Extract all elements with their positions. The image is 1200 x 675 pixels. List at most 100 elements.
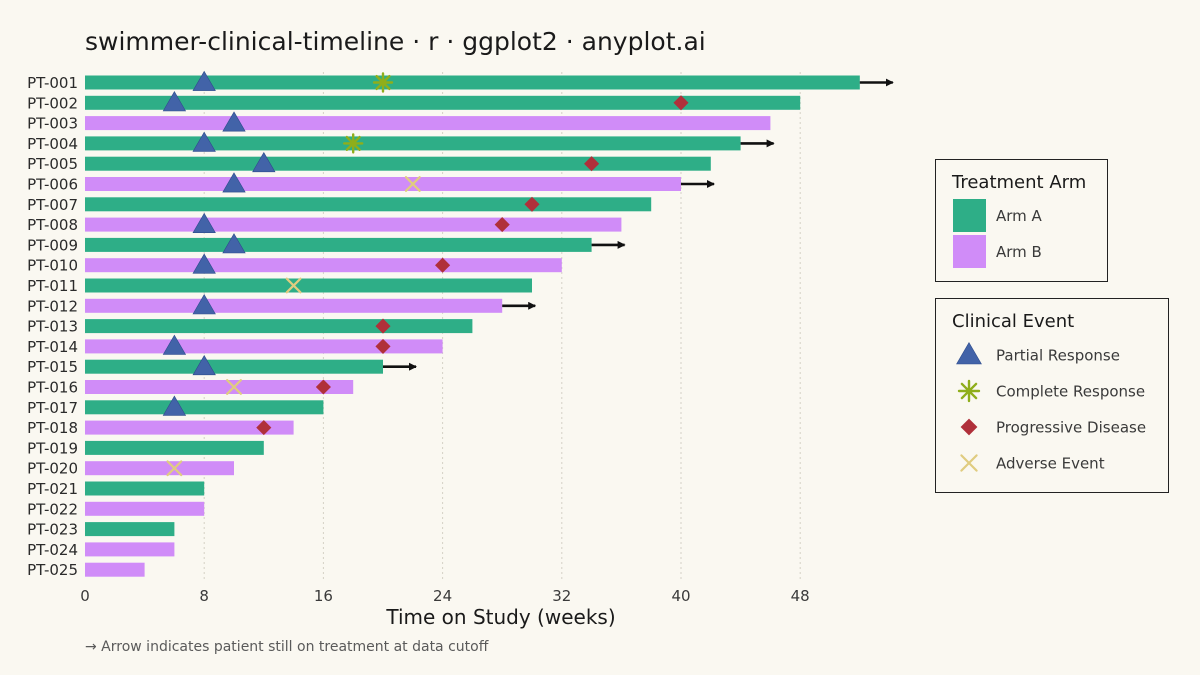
event-marker-triangle xyxy=(192,70,216,91)
bar-pt-005 xyxy=(85,156,711,171)
x-tick-label: 0 xyxy=(80,587,90,605)
legend-treatment-arm: Treatment Arm Arm A Arm B xyxy=(935,159,1108,282)
y-tick-label: PT-022 xyxy=(27,500,78,518)
y-tick-label: PT-004 xyxy=(27,135,78,153)
x-tick-label: 48 xyxy=(791,587,810,605)
y-tick-label: PT-014 xyxy=(27,338,78,356)
event-marker-triangle xyxy=(192,212,216,233)
event-marker-triangle xyxy=(162,91,187,112)
x-tick-label: 16 xyxy=(314,587,333,605)
y-tick-label: PT-005 xyxy=(27,155,78,173)
legend-arm-swatch xyxy=(953,199,986,232)
bar-pt-012 xyxy=(85,298,503,313)
y-tick-label: PT-013 xyxy=(27,318,78,336)
y-tick-label: PT-007 xyxy=(27,196,78,214)
y-tick-label: PT-025 xyxy=(27,561,78,579)
bar-pt-024 xyxy=(85,542,175,557)
event-marker-diamond xyxy=(256,420,272,436)
x-axis-title: Time on Study (weeks) xyxy=(385,605,615,629)
event-marker-diamond xyxy=(673,95,689,111)
event-marker-triangle xyxy=(192,253,216,274)
event-marker-diamond xyxy=(494,217,510,233)
event-marker-asterisk xyxy=(372,72,394,93)
legend-arm-label: Arm A xyxy=(996,207,1043,225)
y-tick-label: PT-010 xyxy=(27,257,78,275)
bar-pt-004 xyxy=(85,136,741,151)
event-marker-diamond xyxy=(584,156,600,172)
chart-caption: → Arrow indicates patient still on treat… xyxy=(85,639,489,655)
legend-event-title: Clinical Event xyxy=(952,311,1074,332)
event-marker-diamond xyxy=(435,257,451,273)
event-marker-triangle xyxy=(162,395,187,416)
bar-pt-016 xyxy=(85,380,354,394)
y-tick-label: PT-020 xyxy=(27,460,78,478)
event-marker-cross xyxy=(226,379,242,395)
y-tick-label: PT-006 xyxy=(27,176,78,194)
event-marker-diamond xyxy=(315,379,331,395)
legend-arm-label: Arm B xyxy=(996,243,1042,261)
bar-pt-007 xyxy=(85,197,652,212)
y-axis-labels: PT-001 PT-002 PT-003 PT-004 PT-005 PT-006 PT-0… xyxy=(27,74,78,579)
y-tick-label: PT-019 xyxy=(27,439,78,457)
bar-pt-009 xyxy=(85,237,592,252)
bar-pt-011 xyxy=(85,278,532,293)
x-tick-label: 8 xyxy=(199,587,209,605)
bar-pt-010 xyxy=(85,258,562,273)
legend-clinical-event: Clinical Event Partial Response Complete … xyxy=(935,298,1169,493)
event-marker-triangle xyxy=(192,131,216,152)
bar-pt-025 xyxy=(85,562,145,577)
bar-pt-008 xyxy=(85,217,622,232)
y-tick-label: PT-011 xyxy=(27,277,78,295)
legend-arm-swatch xyxy=(953,235,986,268)
x-tick-label: 24 xyxy=(433,587,452,605)
legend-event-label: Progressive Disease xyxy=(996,419,1146,437)
event-marker-asterisk xyxy=(343,133,364,154)
y-tick-label: PT-012 xyxy=(27,297,78,315)
y-tick-label: PT-018 xyxy=(27,419,78,437)
events-layer xyxy=(162,70,689,477)
event-marker-triangle xyxy=(192,294,216,315)
y-tick-label: PT-016 xyxy=(27,379,78,397)
legend-asterisk-icon xyxy=(957,379,981,403)
bar-pt-022 xyxy=(85,501,205,516)
y-tick-label: PT-015 xyxy=(27,358,78,376)
legend-arm-title: Treatment Arm xyxy=(951,172,1086,193)
event-marker-triangle xyxy=(222,233,246,254)
bar-pt-015 xyxy=(85,359,383,374)
bar-pt-003 xyxy=(85,116,771,131)
legend-cross-icon xyxy=(960,454,978,472)
x-tick-label: 32 xyxy=(552,587,571,605)
y-tick-label: PT-017 xyxy=(27,399,78,417)
event-marker-triangle xyxy=(192,354,216,376)
legend-event-label: Adverse Event xyxy=(996,455,1105,473)
y-tick-label: PT-024 xyxy=(27,541,78,559)
y-tick-label: PT-003 xyxy=(27,115,78,133)
bar-pt-013 xyxy=(85,319,473,334)
bar-pt-002 xyxy=(85,95,801,110)
legend-triangle-icon xyxy=(956,342,982,365)
chart-title: swimmer-clinical-timeline · r · ggplot2 … xyxy=(85,27,706,56)
event-marker-triangle xyxy=(222,111,246,132)
legend-event-label: Partial Response xyxy=(996,347,1120,365)
y-tick-label: PT-008 xyxy=(27,216,78,234)
event-marker-triangle xyxy=(222,172,246,193)
event-marker-cross xyxy=(285,277,302,294)
y-tick-label: PT-023 xyxy=(27,521,78,539)
event-marker-diamond xyxy=(375,338,391,354)
y-tick-label: PT-021 xyxy=(27,480,78,498)
x-axis-labels: 0 8 16 24 32 40 48 xyxy=(80,587,810,605)
x-tick-label: 40 xyxy=(671,587,690,605)
bar-pt-018 xyxy=(85,420,294,435)
y-tick-label: PT-009 xyxy=(27,236,78,254)
bar-pt-019 xyxy=(85,440,264,455)
bar-pt-006 xyxy=(85,177,681,191)
bar-pt-020 xyxy=(85,461,234,476)
legend-event-label: Complete Response xyxy=(996,383,1145,401)
y-tick-label: PT-002 xyxy=(27,94,78,112)
event-marker-triangle xyxy=(252,151,276,173)
legend-diamond-icon xyxy=(960,418,978,436)
event-marker-cross xyxy=(166,460,183,477)
event-marker-diamond xyxy=(524,196,540,212)
bar-pt-017 xyxy=(85,400,324,415)
